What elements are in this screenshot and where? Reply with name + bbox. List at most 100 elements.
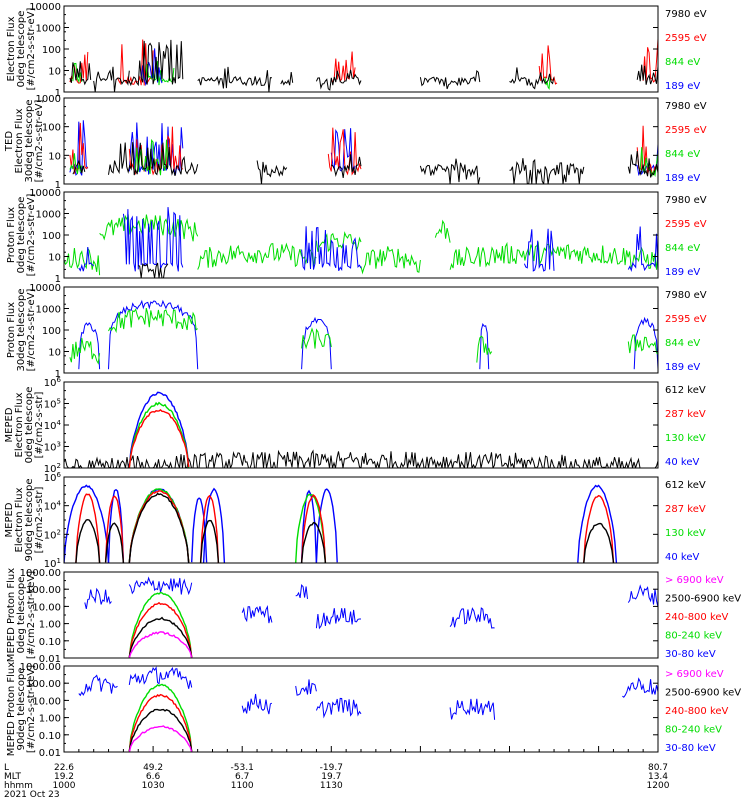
panel-data xyxy=(64,391,658,468)
y-axis-label: Electron Flux xyxy=(14,392,25,457)
y-tick-label: 103 xyxy=(44,441,61,454)
series-blue-segment xyxy=(107,488,125,563)
legend-entry: 844 eV xyxy=(665,243,700,254)
x-row-value: 6.7 xyxy=(235,772,249,782)
y-axis-label: [#/cm2-s-str-keV] xyxy=(26,665,37,753)
legend-entry: 130 keV xyxy=(665,433,706,444)
series-blue-segment xyxy=(128,391,190,468)
series-magenta-segment xyxy=(128,631,193,658)
series-black-segment xyxy=(128,708,193,752)
series-green-segment xyxy=(128,591,193,658)
y-tick-label: 1000 xyxy=(36,210,61,221)
series-green-segment xyxy=(295,493,327,563)
series-green-segment xyxy=(627,334,658,355)
series-blue-segment xyxy=(523,228,555,272)
series-blue-segment xyxy=(202,487,226,563)
x-row-value: 1000 xyxy=(53,781,76,791)
y-axis-label: 0deg telescope xyxy=(24,387,35,464)
y-axis-label: [#/cm2-s-str-keV] xyxy=(26,571,37,659)
y-axis-label: [#/cm2-s-str-eV] xyxy=(26,8,37,91)
legend-entry: 612 keV xyxy=(665,385,706,396)
legend-entry: 189 eV xyxy=(665,173,700,184)
legend-entry: 240-800 keV xyxy=(665,612,729,623)
legend-entry: 2500-6900 keV xyxy=(665,688,741,699)
panel-7: 1000.00 100.00 10.00 1.00 0.10 0.01 MEPED Prot… xyxy=(6,568,741,665)
panel-frame xyxy=(63,286,659,374)
series-black-segment xyxy=(72,159,86,175)
y-axis-label: Electron Flux xyxy=(6,16,17,81)
legend-entry: 7980 eV xyxy=(665,195,707,206)
y-tick-label: 1000.00 xyxy=(20,568,61,579)
series-black-segment xyxy=(627,150,658,178)
y-tick-label: 1.00 xyxy=(39,714,61,725)
series-black-segment xyxy=(583,522,615,563)
panel-data xyxy=(69,299,658,370)
legend-entry: 7980 eV xyxy=(665,101,707,112)
y-tick-label: 1 xyxy=(55,180,61,191)
series-black-segment xyxy=(64,449,658,468)
y-axis-label: [#/cm2-s-str-eV] xyxy=(26,194,37,277)
y-tick-label: 100 xyxy=(42,231,61,242)
date-label: 2021 Oct 23 xyxy=(4,790,60,800)
series-green-segment xyxy=(360,246,421,275)
panel-8: 1000.00 100.00 10.00 1.00 0.10 0.01 MEPED Prot… xyxy=(6,662,741,759)
legend-entry: 30-80 keV xyxy=(665,743,716,754)
series-green-segment xyxy=(197,242,317,270)
x-row-label: hhmm xyxy=(4,781,33,791)
legend-entry: 80-240 keV xyxy=(665,725,722,736)
y-axis-label: [#/cm2-s-str-eV] xyxy=(26,289,37,372)
series-red-segment xyxy=(327,127,362,176)
x-row-value: -53.1 xyxy=(231,763,254,773)
series-black-segment xyxy=(104,522,125,563)
y-axis-label: [#/cm2-s-str-eV] xyxy=(34,100,45,183)
series-black-segment xyxy=(138,262,169,278)
x-row-label: MLT xyxy=(4,772,22,782)
series-blue-segment xyxy=(300,489,318,563)
series-black-segment xyxy=(419,158,481,184)
x-row-value: 13.4 xyxy=(648,772,668,782)
series-green-segment xyxy=(301,327,332,350)
legend-entry: 189 eV xyxy=(665,267,700,278)
y-axis-label: 30deg telescope xyxy=(16,288,27,371)
x-row-value: -19.7 xyxy=(320,763,343,773)
legend-entry: 2595 eV xyxy=(665,125,707,136)
panel-data xyxy=(64,484,618,563)
y-tick-label: 1 xyxy=(55,369,61,380)
y-tick-label: 100 xyxy=(42,45,61,56)
series-black-segment xyxy=(199,519,220,563)
legend-entry: > 6900 keV xyxy=(665,575,724,586)
x-row-label: L xyxy=(4,763,9,773)
series-blue-segment xyxy=(295,583,308,599)
y-tick-label: 10000 xyxy=(29,2,61,13)
panel-frame xyxy=(63,476,659,564)
series-red-segment xyxy=(128,409,190,468)
series-black-segment xyxy=(330,154,362,178)
series-blue-segment xyxy=(315,488,338,563)
series-black-segment xyxy=(128,492,190,563)
series-green-segment xyxy=(69,337,101,365)
y-axis-label: [#/cm2-s-str] xyxy=(34,391,45,458)
legend-entry: 189 eV xyxy=(665,362,700,373)
series-green-segment xyxy=(128,401,190,468)
series-green-segment xyxy=(128,488,190,563)
series-blue-segment xyxy=(627,584,658,608)
y-tick-label: 100 xyxy=(42,123,61,134)
legend-entry: 40 keV xyxy=(665,552,699,563)
legend-entry: 80-240 keV xyxy=(665,631,722,642)
series-blue-segment xyxy=(633,316,658,370)
y-tick-label: 1.00 xyxy=(39,620,61,631)
series-red-segment xyxy=(128,490,190,563)
legend-entry: 2595 eV xyxy=(665,33,707,44)
x-row-value: 19.7 xyxy=(321,772,341,782)
y-tick-label: 0.10 xyxy=(39,731,61,742)
series-magenta-segment xyxy=(128,725,193,752)
legend-entry: 30-80 keV xyxy=(665,649,716,660)
legend-entry: 612 keV xyxy=(665,480,706,491)
series-black-segment xyxy=(509,67,555,90)
series-black-segment xyxy=(108,142,199,177)
y-axis-label: MEPED xyxy=(4,502,15,537)
y-tick-label: 10 xyxy=(48,348,61,359)
